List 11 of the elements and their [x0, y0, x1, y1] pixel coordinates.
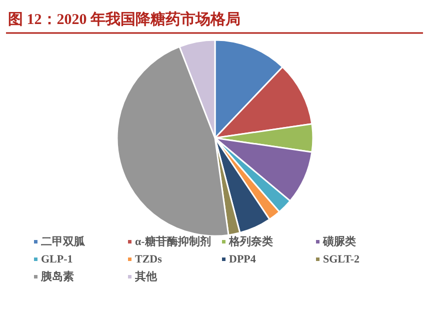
chart-title: 图 12：2020 年我国降糖药市场格局 — [8, 10, 240, 28]
legend-label: 二甲双胍 — [41, 235, 86, 248]
legend-label: 磺脲类 — [322, 235, 356, 248]
legend-label: 格列奈类 — [228, 235, 273, 248]
legend-label: DPP4 — [229, 254, 256, 266]
legend-label: 胰岛素 — [40, 270, 74, 283]
legend-label: 其他 — [134, 270, 158, 283]
legend-label: SGLT-2 — [323, 254, 360, 266]
legend-label: TZDs — [135, 254, 163, 266]
legend-label: α-糖苷酶抑制剂 — [135, 235, 211, 248]
legend-label: GLP-1 — [41, 254, 73, 266]
